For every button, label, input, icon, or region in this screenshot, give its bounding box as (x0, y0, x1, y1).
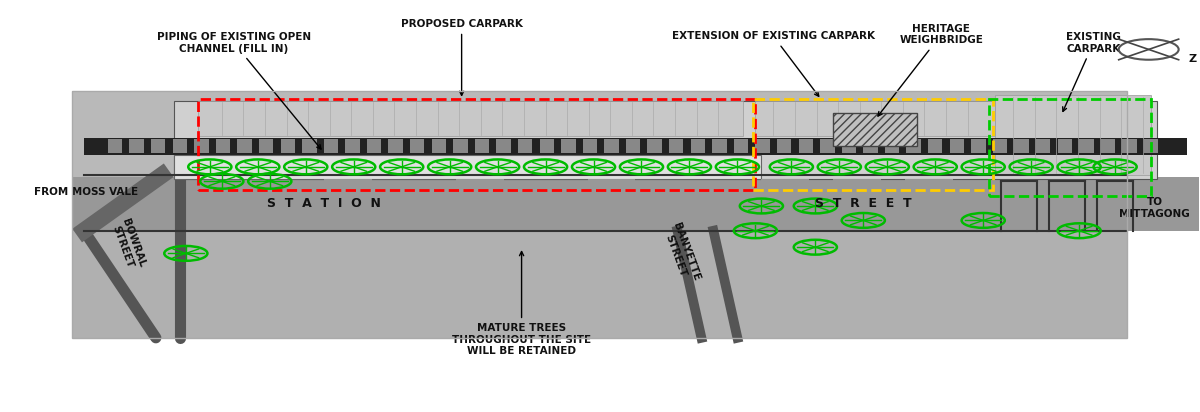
Bar (583, 139, 598, 153)
Bar (84, 138, 1187, 154)
Bar (454, 139, 468, 153)
Bar (475, 139, 490, 153)
Bar (456, 179, 504, 231)
Bar (389, 139, 403, 153)
Bar (648, 139, 662, 153)
Bar (905, 179, 953, 231)
Bar (432, 139, 446, 153)
Text: PROPOSED CARPARK: PROPOSED CARPARK (401, 19, 522, 95)
Bar (540, 139, 554, 153)
Bar (995, 95, 1151, 175)
Bar (324, 179, 372, 231)
Bar (992, 139, 1007, 153)
Bar (1100, 139, 1115, 153)
Text: EXTENSION OF EXISTING CARPARK: EXTENSION OF EXISTING CARPARK (672, 31, 875, 96)
Text: PIPING OF EXISTING OPEN
CHANNEL (FILL IN): PIPING OF EXISTING OPEN CHANNEL (FILL IN… (157, 32, 320, 149)
Bar (72, 177, 1199, 231)
Bar (174, 101, 1157, 179)
Bar (302, 139, 317, 153)
Bar (691, 139, 706, 153)
Bar (949, 139, 964, 153)
Bar (734, 139, 748, 153)
Bar (841, 139, 856, 153)
Bar (752, 99, 992, 190)
Text: HERITAGE
WEIGHBRIDGE: HERITAGE WEIGHBRIDGE (878, 23, 983, 116)
Bar (410, 139, 425, 153)
Bar (497, 139, 511, 153)
Bar (518, 139, 533, 153)
Text: BOWRAL
STREET: BOWRAL STREET (109, 218, 148, 273)
Bar (1014, 139, 1028, 153)
Bar (1057, 139, 1072, 153)
Bar (346, 139, 360, 153)
Bar (194, 139, 209, 153)
Text: S  T  A  T  I  O  N: S T A T I O N (266, 197, 380, 211)
Bar (1122, 139, 1136, 153)
Text: S  T  R  E  E  T: S T R E E T (815, 197, 912, 211)
Bar (281, 139, 295, 153)
Text: MATURE TREES
THROUGHOUT THE SITE
WILL BE RETAINED: MATURE TREES THROUGHOUT THE SITE WILL BE… (452, 252, 592, 356)
Bar (72, 91, 1127, 338)
Bar (367, 139, 382, 153)
Bar (833, 113, 917, 146)
Bar (588, 179, 636, 231)
Bar (1144, 139, 1158, 153)
Bar (605, 139, 619, 153)
Bar (198, 101, 744, 136)
Bar (798, 139, 812, 153)
Bar (216, 139, 230, 153)
Bar (863, 139, 877, 153)
Bar (820, 139, 834, 153)
Bar (713, 139, 727, 153)
Text: BANYETTE
STREET: BANYETTE STREET (660, 221, 702, 286)
Bar (174, 154, 761, 179)
Bar (626, 139, 641, 153)
Bar (884, 139, 899, 153)
Bar (906, 139, 920, 153)
Bar (151, 139, 166, 153)
Bar (670, 139, 684, 153)
Bar (130, 139, 144, 153)
Bar (198, 99, 755, 190)
Bar (755, 101, 995, 136)
Bar (971, 139, 985, 153)
Text: EXISTING
CARPARK: EXISTING CARPARK (1063, 32, 1121, 111)
Bar (761, 179, 809, 231)
Bar (324, 139, 338, 153)
Bar (833, 179, 881, 231)
Bar (1036, 139, 1050, 153)
Bar (989, 99, 1151, 196)
Bar (562, 139, 576, 153)
Text: TO
MITTAGONG: TO MITTAGONG (1120, 197, 1190, 219)
Bar (173, 139, 187, 153)
Bar (755, 139, 769, 153)
Bar (238, 139, 252, 153)
Text: FROM MOSS VALE: FROM MOSS VALE (34, 187, 138, 197)
Bar (72, 91, 1127, 214)
Bar (108, 139, 122, 153)
Bar (72, 91, 1127, 338)
Bar (928, 139, 942, 153)
Bar (1079, 139, 1093, 153)
Bar (776, 139, 791, 153)
Text: Z: Z (1188, 54, 1196, 64)
Bar (259, 139, 274, 153)
